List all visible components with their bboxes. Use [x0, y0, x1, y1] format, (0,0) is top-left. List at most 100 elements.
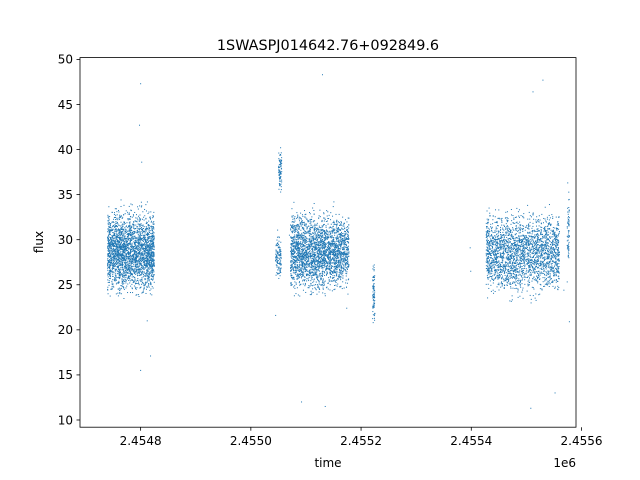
data-point [144, 279, 146, 281]
data-point [142, 225, 144, 227]
data-point [315, 266, 317, 268]
data-point [139, 214, 141, 216]
data-point [336, 267, 338, 269]
data-point [299, 253, 301, 255]
data-point [280, 189, 282, 191]
data-point [130, 229, 132, 231]
data-point [125, 260, 127, 262]
data-point [301, 244, 303, 246]
data-point [116, 252, 118, 254]
data-point [336, 223, 338, 225]
data-point [338, 222, 340, 224]
data-point [127, 234, 129, 236]
data-point [134, 211, 136, 213]
data-point [134, 257, 136, 259]
data-point [336, 265, 338, 267]
data-point [329, 247, 331, 249]
data-point [135, 251, 137, 253]
data-point [114, 257, 116, 259]
data-point [150, 278, 152, 280]
data-point [109, 245, 111, 247]
data-point [305, 240, 307, 242]
data-point [302, 283, 304, 285]
data-point [111, 245, 113, 247]
data-point [120, 265, 122, 267]
data-point [119, 289, 121, 291]
data-point [119, 217, 120, 219]
data-point [340, 234, 342, 236]
data-point [323, 220, 325, 222]
data-point [128, 222, 130, 224]
data-point [137, 256, 139, 258]
data-point [313, 255, 315, 257]
data-point [301, 249, 303, 251]
data-point [336, 237, 338, 239]
data-point [140, 269, 142, 271]
data-point [326, 260, 328, 262]
data-point [135, 283, 137, 285]
data-point [143, 287, 145, 289]
data-point [279, 173, 281, 175]
data-point [333, 260, 335, 262]
data-point [140, 248, 142, 250]
data-point [130, 245, 132, 247]
data-point [108, 255, 110, 257]
data-point [146, 234, 148, 236]
data-point [149, 256, 151, 258]
data-point [138, 264, 140, 266]
data-point [111, 252, 113, 254]
data-point [109, 267, 111, 269]
data-point [143, 238, 145, 240]
data-point [119, 293, 121, 295]
data-point [336, 250, 338, 252]
data-point [325, 246, 327, 248]
data-point [152, 237, 154, 239]
data-point [301, 227, 303, 229]
data-point [133, 221, 135, 223]
data-point [312, 232, 314, 234]
data-point [152, 226, 154, 228]
data-point [113, 263, 115, 265]
data-point [134, 260, 136, 262]
data-point [313, 260, 315, 262]
data-point [138, 294, 140, 296]
data-point [309, 274, 311, 276]
data-point [145, 252, 147, 254]
data-point [311, 268, 313, 270]
data-point [145, 258, 147, 260]
data-point [298, 225, 300, 227]
data-point [112, 230, 114, 232]
data-point [304, 223, 306, 225]
data-point [113, 271, 115, 273]
data-point [107, 289, 109, 291]
data-point [324, 280, 326, 282]
data-point [143, 261, 145, 263]
data-point [139, 268, 141, 270]
data-point [298, 261, 300, 263]
data-point [117, 253, 119, 255]
data-point [118, 209, 120, 211]
data-point [303, 264, 305, 266]
data-point [121, 237, 123, 239]
data-point [280, 152, 282, 154]
data-point [116, 246, 118, 248]
data-point [121, 279, 123, 281]
data-point [311, 245, 313, 247]
data-point [135, 220, 137, 222]
data-point [347, 235, 349, 237]
data-point [307, 278, 309, 280]
data-point [131, 231, 133, 233]
data-point [319, 235, 321, 237]
data-point [122, 214, 124, 216]
data-point [278, 188, 280, 190]
data-point [306, 249, 308, 251]
data-point [300, 261, 302, 263]
data-point [320, 265, 322, 267]
data-point [110, 241, 112, 243]
data-point [332, 277, 334, 279]
data-point [279, 251, 281, 253]
data-point [308, 257, 310, 259]
data-point [128, 237, 130, 239]
data-point [151, 258, 153, 260]
data-point [344, 261, 346, 263]
